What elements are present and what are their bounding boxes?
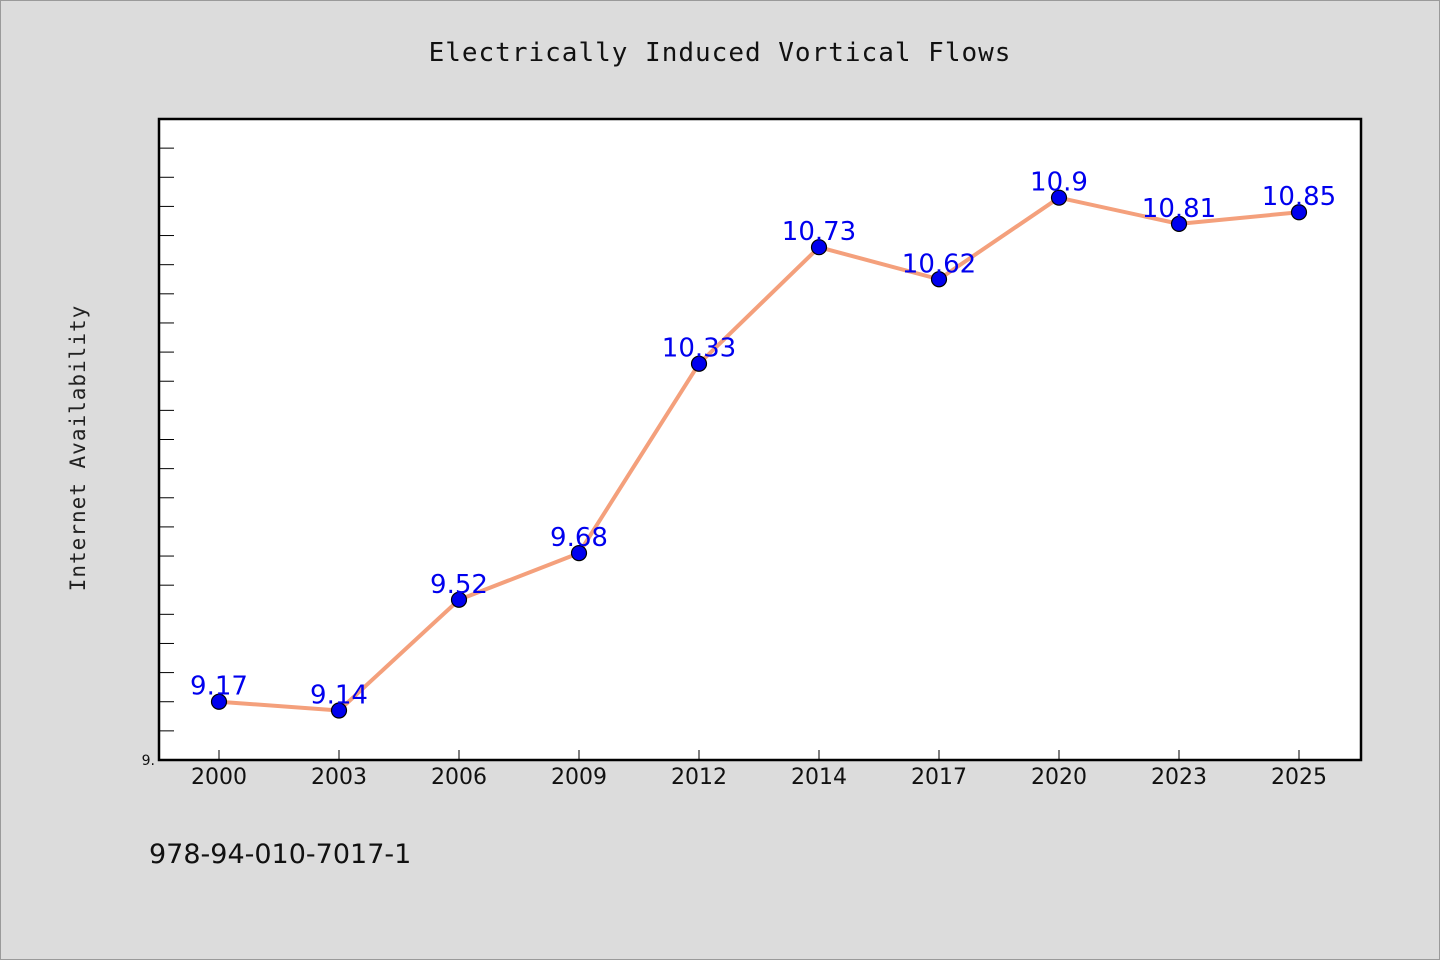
data-point xyxy=(810,239,828,256)
y-tick-label: 9. xyxy=(142,753,155,769)
data-label: 10.81 xyxy=(1142,194,1216,224)
data-point xyxy=(1290,204,1308,221)
data-point xyxy=(450,591,468,608)
chart-title: Electrically Induced Vortical Flows xyxy=(429,38,1012,68)
data-label: 9.14 xyxy=(310,680,368,710)
x-tick-label: 2020 xyxy=(1031,765,1087,790)
x-tick-label: 2014 xyxy=(791,765,847,790)
x-tick-label: 2012 xyxy=(671,765,727,790)
isbn-footer: 978-94-010-7017-1 xyxy=(149,839,411,870)
y-axis-label: Internet Availability xyxy=(66,305,90,592)
data-point xyxy=(1170,215,1188,232)
data-label: 10.73 xyxy=(782,217,856,247)
x-axis-ticks: 2000 2003 2006 2009 2012 2014 2017 2020 2023 2025 xyxy=(191,750,1327,790)
data-point xyxy=(330,702,348,719)
data-point xyxy=(570,545,588,562)
data-point xyxy=(1050,189,1068,206)
data-label: 9.52 xyxy=(430,570,488,600)
plot-area xyxy=(157,117,1363,762)
series-line xyxy=(217,195,1301,713)
x-tick-label: 2006 xyxy=(431,765,487,790)
x-tick-label: 2023 xyxy=(1151,765,1207,790)
data-label: 10.9 xyxy=(1030,168,1088,198)
x-tick-label: 2009 xyxy=(551,765,607,790)
data-labels: 9.17 9.14 9.52 9.68 10.33 10.73 10.62 10.9 10.81… xyxy=(190,168,1336,711)
data-label: 10.85 xyxy=(1262,182,1336,212)
x-tick-label: 2017 xyxy=(911,765,967,790)
x-tick-label: 2003 xyxy=(311,765,367,790)
series-layer xyxy=(210,189,1308,719)
data-point xyxy=(930,271,948,288)
data-label: 9.68 xyxy=(550,523,608,553)
data-label: 9.17 xyxy=(190,672,248,702)
data-point xyxy=(690,355,708,372)
data-point xyxy=(210,693,228,710)
data-label: 10.62 xyxy=(902,249,976,279)
x-tick-label: 2000 xyxy=(191,765,247,790)
data-label: 10.33 xyxy=(662,334,736,364)
x-tick-label: 2025 xyxy=(1271,765,1327,790)
y-axis-ticks: 9. xyxy=(142,147,174,769)
